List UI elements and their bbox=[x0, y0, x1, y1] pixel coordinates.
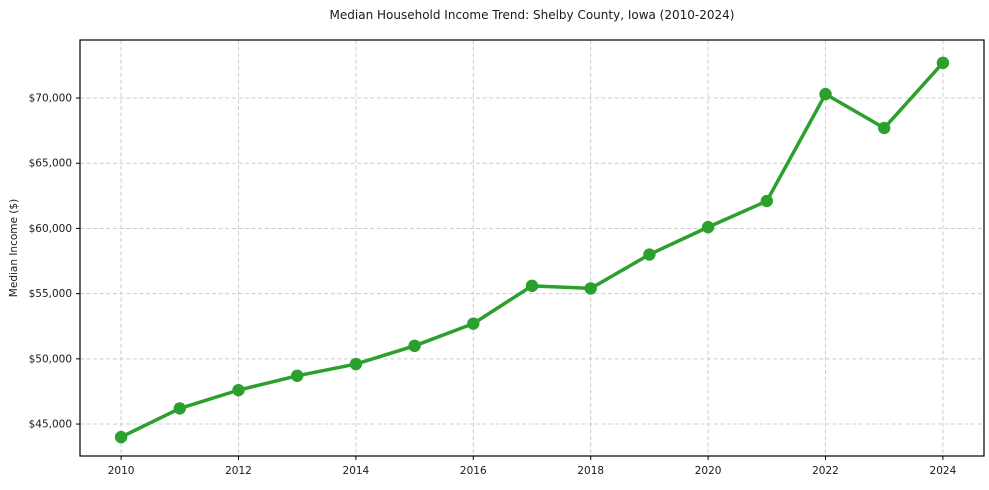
x-tick-label-2014: 2014 bbox=[343, 465, 370, 477]
y-tick-label-45000: $45,000 bbox=[29, 419, 72, 431]
x-tick-label-2024: 2024 bbox=[930, 465, 957, 477]
data-point-2012 bbox=[232, 383, 245, 397]
data-point-2019 bbox=[643, 248, 656, 261]
plot-border bbox=[79, 39, 985, 457]
x-tick-label-2010: 2010 bbox=[108, 465, 135, 477]
trend-line bbox=[119, 61, 945, 439]
data-point-2017 bbox=[525, 279, 539, 293]
x-tick-label-2018: 2018 bbox=[577, 465, 604, 477]
x-tick-label-2016: 2016 bbox=[460, 465, 487, 477]
data-point-2011 bbox=[173, 402, 186, 415]
y-tick-label-50000: $50,000 bbox=[29, 353, 72, 365]
data-point-2015 bbox=[408, 339, 421, 353]
data-point-2021 bbox=[760, 194, 774, 208]
data-point-2024 bbox=[936, 56, 950, 70]
y-tick-label-55000: $55,000 bbox=[29, 288, 72, 300]
data-point-2022 bbox=[819, 87, 832, 101]
x-tick-label-2012: 2012 bbox=[225, 465, 252, 477]
data-point-2014 bbox=[349, 357, 363, 371]
y-tick-label-60000: $60,000 bbox=[29, 223, 72, 235]
data-point-2010 bbox=[114, 430, 128, 444]
y-axis-label: Median Income ($) bbox=[8, 198, 20, 298]
x-tick-label-2020: 2020 bbox=[695, 465, 722, 477]
x-tick-label-2022: 2022 bbox=[812, 465, 839, 477]
data-point-2023 bbox=[878, 121, 891, 135]
y-tick-label-70000: $70,000 bbox=[29, 93, 72, 105]
data-point-2013 bbox=[290, 369, 304, 382]
data-point-2020 bbox=[701, 220, 715, 234]
y-tick-label-65000: $65,000 bbox=[29, 158, 72, 170]
data-point-2018 bbox=[584, 282, 597, 295]
data-point-2016 bbox=[467, 317, 480, 330]
chart-title: Median Household Income Trend: Shelby Co… bbox=[329, 8, 735, 22]
